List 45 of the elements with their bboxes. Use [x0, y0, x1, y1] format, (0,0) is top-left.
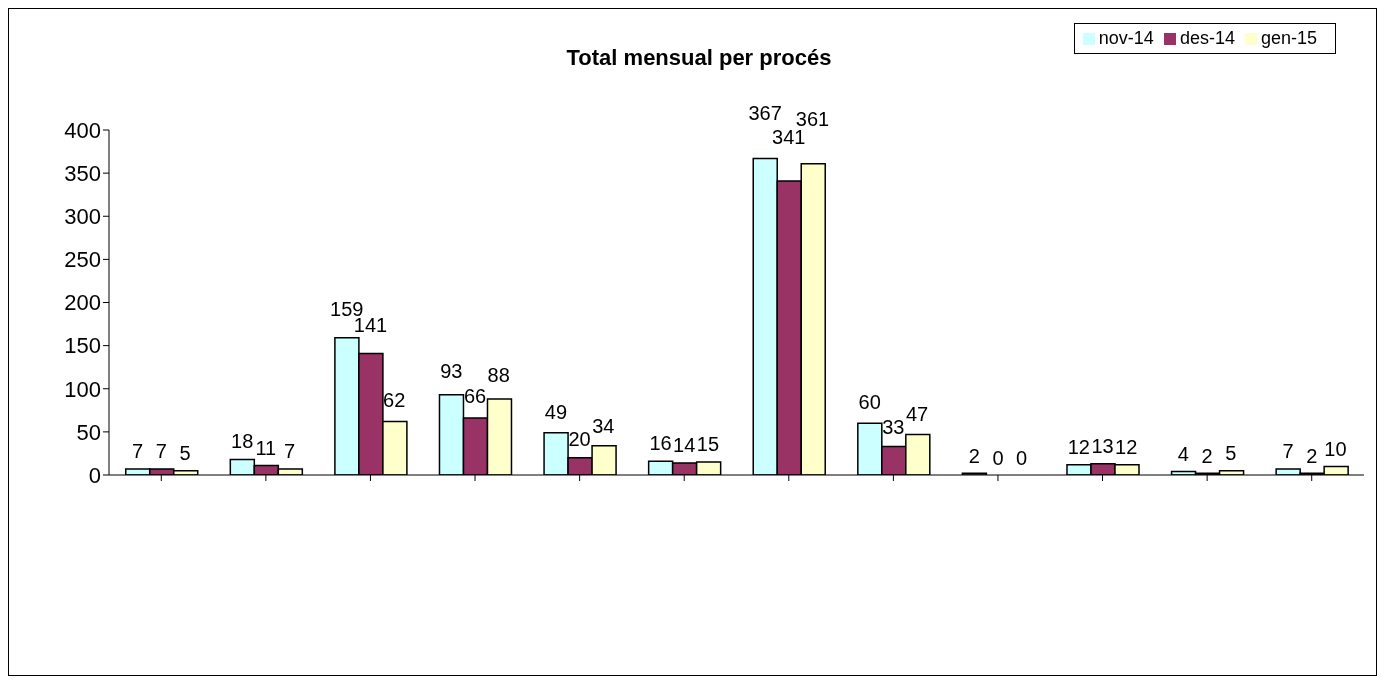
data-label: 367: [748, 102, 782, 125]
legend-label: nov-14: [1098, 28, 1154, 48]
data-label: 12: [1067, 435, 1090, 458]
data-label: 93: [440, 359, 463, 382]
data-label: 2: [968, 445, 980, 468]
y-tick-label: 100: [64, 376, 101, 402]
data-label: 12: [1115, 435, 1138, 458]
data-label: 15: [696, 432, 720, 455]
data-label: 5: [1225, 442, 1237, 465]
data-label: 20: [568, 428, 591, 451]
y-tick-label: 200: [64, 290, 101, 316]
y-tick-label: 0: [88, 462, 101, 488]
data-label: 33: [882, 415, 905, 438]
data-label: 49: [544, 400, 568, 423]
y-tick-label: 250: [64, 247, 101, 273]
data-label: 7: [132, 440, 144, 463]
data-label: 0: [992, 447, 1004, 469]
data-label: 66: [463, 384, 487, 407]
data-label: 62: [383, 388, 406, 411]
data-label: 7: [284, 440, 296, 463]
y-tick-label: 350: [64, 160, 101, 186]
data-label: 11: [255, 436, 277, 459]
data-label: 47: [905, 402, 929, 425]
data-label: 14: [673, 433, 696, 456]
data-label: 7: [155, 440, 167, 463]
data-label: 5: [179, 442, 191, 465]
chart-title: Total mensual per procés: [565, 45, 833, 71]
y-tick-label: 50: [76, 419, 101, 445]
legend-label: gen-15: [1260, 28, 1317, 48]
y-tick-label: 300: [64, 204, 101, 230]
data-label: 2: [1201, 445, 1213, 468]
data-label: 16: [649, 431, 672, 454]
y-tick-label: 400: [64, 117, 101, 143]
data-label: 10: [1324, 437, 1347, 460]
y-tick-label: 150: [64, 333, 101, 359]
legend-label: des-14: [1179, 28, 1235, 48]
data-label: 2: [1306, 445, 1318, 468]
data-label: 60: [858, 390, 881, 413]
data-label: 18: [231, 430, 254, 453]
data-label: 0: [1016, 447, 1028, 469]
data-label: 34: [592, 415, 615, 438]
data-label: 13: [1091, 434, 1114, 457]
data-label: 4: [1177, 443, 1189, 466]
data-label: 88: [487, 364, 510, 387]
data-label: 7: [1282, 440, 1294, 463]
